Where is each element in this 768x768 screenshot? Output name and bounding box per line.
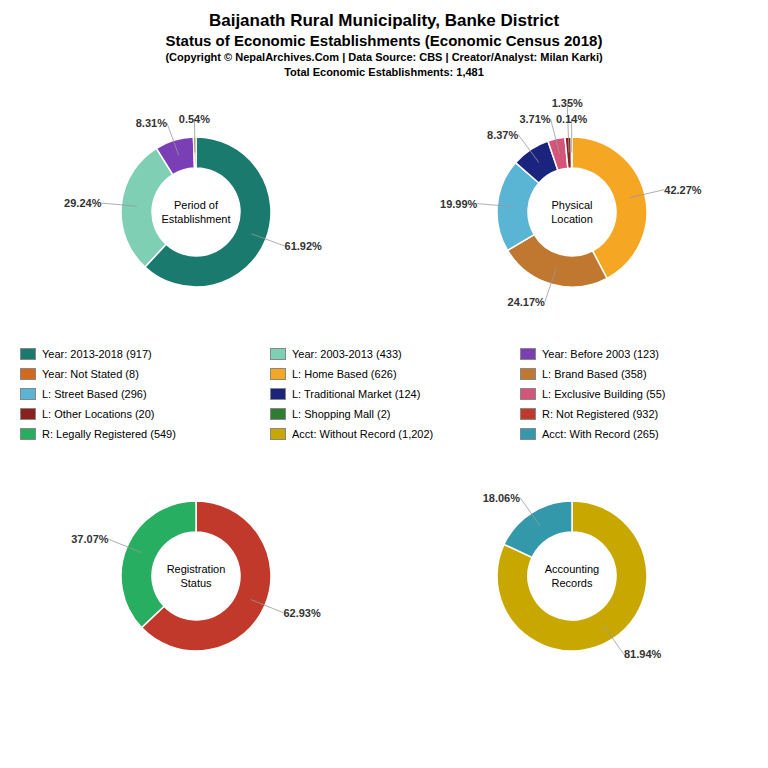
svg-text:29.24%: 29.24%: [64, 197, 102, 209]
svg-text:18.06%: 18.06%: [483, 492, 521, 504]
html-text:L: Home Based (626): L: Home Based (626): [292, 368, 397, 380]
svg-text:0.14%: 0.14%: [556, 113, 587, 125]
html-text:L: Exclusive Building (55): L: Exclusive Building (55): [542, 388, 666, 400]
html-text:Year: 2013-2018 (917): Year: 2013-2018 (917): [42, 348, 152, 360]
html-text:(Copyright © NepalArchives.Com: (Copyright © NepalArchives.Com | Data So…: [165, 51, 603, 63]
svg-text:24.17%: 24.17%: [508, 296, 546, 308]
html-text:Registration Status: Registration Status: [166, 563, 226, 589]
html-text:L: Other Locations (20): L: Other Locations (20): [42, 408, 155, 420]
html-text:Physical Location: Physical Location: [551, 199, 593, 225]
html-text:Status of Economic Establishme: Status of Economic Establishments (Econo…: [165, 32, 603, 49]
svg-text:81.94%: 81.94%: [624, 648, 662, 660]
html-text:Baijanath Rural Municipality,: Baijanath Rural Municipality, Banke Dist…: [208, 11, 560, 30]
html-text:R: Not Registered (932): R: Not Registered (932): [542, 408, 659, 420]
html-text:Year: Before 2003 (123): Year: Before 2003 (123): [542, 348, 659, 360]
html-text:Acct: Without Record (1,202): Acct: Without Record (1,202): [292, 428, 434, 440]
html-text:R: Legally Registered (549): R: Legally Registered (549): [42, 428, 176, 440]
html-text:L: Street Based (296): L: Street Based (296): [42, 388, 147, 400]
svg-text:1.35%: 1.35%: [552, 97, 583, 109]
svg-text:3.71%: 3.71%: [519, 113, 550, 125]
html-text:Acct: With Record (265): Acct: With Record (265): [542, 428, 659, 440]
svg-text:8.31%: 8.31%: [136, 117, 167, 129]
html-text:Accounting Records: Accounting Records: [544, 563, 600, 589]
html-text:Year: Not Stated (8): Year: Not Stated (8): [42, 368, 139, 380]
svg-text:37.07%: 37.07%: [71, 533, 109, 545]
html-text:Total Economic Establishments:: Total Economic Establishments: 1,481: [284, 66, 484, 78]
html-text:Period of Establishment: Period of Establishment: [161, 199, 231, 225]
html-text:L: Traditional Market (124): L: Traditional Market (124): [292, 388, 421, 400]
svg-text:8.37%: 8.37%: [487, 129, 518, 141]
html-text:L: Brand Based (358): L: Brand Based (358): [542, 368, 647, 380]
html-text:L: Shopping Mall (2): L: Shopping Mall (2): [292, 408, 391, 420]
svg-text:19.99%: 19.99%: [440, 198, 478, 210]
svg-text:0.54%: 0.54%: [179, 113, 210, 125]
html-text:Year: 2003-2013 (433): Year: 2003-2013 (433): [292, 348, 402, 360]
svg-text:62.93%: 62.93%: [283, 607, 321, 619]
svg-text:61.92%: 61.92%: [285, 240, 323, 252]
svg-text:42.27%: 42.27%: [664, 184, 702, 196]
